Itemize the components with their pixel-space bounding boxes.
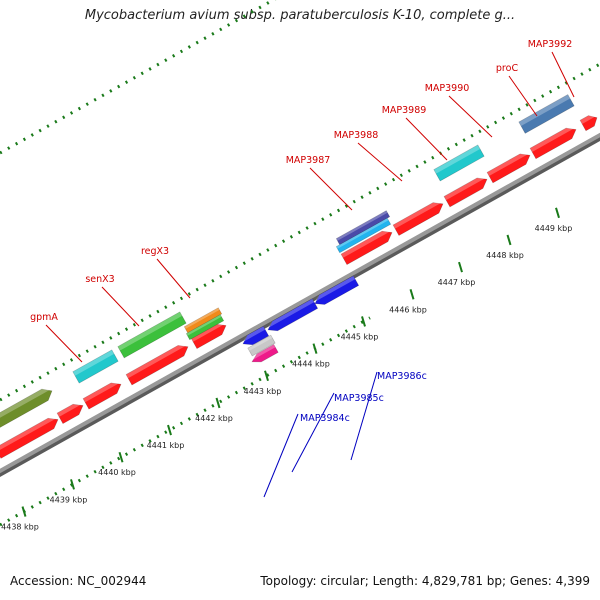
label-leader-line bbox=[263, 413, 299, 498]
accession-label: Accession: NC_002944 bbox=[10, 574, 147, 588]
scale-tick-mark bbox=[361, 316, 366, 327]
gene-map3987-lower bbox=[335, 217, 392, 254]
gene-map3984c-block bbox=[251, 344, 279, 363]
scale-tick-mark bbox=[312, 343, 318, 354]
gene-label-map3990: MAP3990 bbox=[425, 83, 470, 94]
gene-label-regx3: regX3 bbox=[141, 246, 169, 257]
cds-feature-10 bbox=[529, 127, 577, 160]
scale-tick-mark bbox=[70, 479, 75, 490]
label-leader-line bbox=[508, 75, 538, 117]
scale-tick-label: 4442 kbp bbox=[195, 414, 233, 423]
gene-extra-green bbox=[185, 314, 225, 341]
scale-ticks: 4438 kbp 4439 kbp 4440 kbp 4441 kbp 4442 kbp… bbox=[1, 207, 573, 532]
label-leader-line bbox=[405, 117, 448, 161]
label-leader-line bbox=[291, 392, 335, 473]
gene-labels: gpmA senX3 regX3 MAP3987 MAP3988 MAP3989 MAP39… bbox=[30, 39, 575, 498]
label-leader-line bbox=[551, 51, 575, 98]
feature-tracks bbox=[0, 94, 598, 459]
cds-feature-2 bbox=[56, 403, 84, 425]
scale-tick-mark bbox=[118, 451, 124, 463]
scale-tick-label: 4439 kbp bbox=[50, 495, 88, 504]
cds-feature-8 bbox=[443, 177, 488, 208]
gene-map3986c-1 bbox=[242, 325, 270, 346]
scale-tick-mark bbox=[458, 261, 463, 273]
gene-label-map3985c: MAP3985c bbox=[334, 393, 384, 404]
scale-tick-label: 4447 kbp bbox=[438, 278, 476, 287]
gene-map3985c-block bbox=[247, 334, 276, 357]
genome-info: Topology: circular; Length: 4,829,781 bp… bbox=[260, 574, 590, 588]
backbone-line bbox=[0, 132, 600, 474]
gene-extra-orange bbox=[183, 307, 223, 334]
scale-tick-label: 4446 kbp bbox=[389, 305, 427, 314]
gene-label-map3987: MAP3987 bbox=[286, 155, 331, 166]
gene-map3986c-2 bbox=[267, 298, 319, 332]
gene-label-map3984c: MAP3984c bbox=[300, 413, 350, 424]
scale-tick-label: 4438 kbp bbox=[1, 523, 39, 532]
cds-feature-7 bbox=[392, 202, 444, 236]
gene-senX3-block bbox=[72, 349, 119, 384]
gene-label-map3988: MAP3988 bbox=[334, 130, 379, 141]
scale-tick-mark bbox=[264, 370, 269, 382]
scale-tick-mark bbox=[167, 424, 172, 436]
label-leader-line bbox=[156, 258, 191, 299]
scale-tick-label: 4441 kbp bbox=[147, 441, 185, 450]
gene-gpmA-block bbox=[0, 388, 53, 429]
gene-label-senx3: senX3 bbox=[85, 274, 114, 285]
scale-tick-mark bbox=[21, 506, 27, 517]
gene-proC-block bbox=[518, 94, 575, 134]
dotted-track-2 bbox=[0, 0, 277, 155]
gene-map3987-upper bbox=[335, 210, 391, 246]
label-leader-line bbox=[350, 371, 378, 461]
cds-feature-4 bbox=[125, 345, 189, 386]
gene-map3986c-3 bbox=[314, 275, 360, 305]
gene-map3989-block bbox=[433, 144, 485, 182]
scale-tick-label: 4440 kbp bbox=[98, 468, 136, 477]
cds-feature-3 bbox=[82, 382, 122, 410]
label-leader-line bbox=[45, 324, 83, 363]
dotted-track-1 bbox=[0, 62, 600, 402]
scale-tick-label: 4449 kbp bbox=[535, 224, 573, 233]
gene-label-proc: proC bbox=[496, 63, 519, 74]
cds-feature-11 bbox=[579, 115, 598, 132]
map-title: Mycobacterium avium subsp. paratuberculo… bbox=[84, 8, 516, 23]
scale-tick-label: 4444 kbp bbox=[292, 360, 330, 369]
scale-tick-label: 4448 kbp bbox=[486, 251, 524, 260]
gene-label-map3986c: MAP3986c bbox=[377, 371, 427, 382]
label-leader-line bbox=[309, 167, 353, 211]
scale-tick-label: 4445 kbp bbox=[341, 332, 379, 341]
label-leader-line bbox=[357, 142, 403, 182]
gene-regX3-block bbox=[117, 311, 187, 359]
gene-label-gpma: gpmA bbox=[30, 312, 58, 323]
label-leader-line bbox=[101, 286, 140, 327]
gene-label-map3989: MAP3989 bbox=[382, 105, 427, 116]
scale-tick-mark bbox=[215, 397, 221, 409]
cds-feature-9 bbox=[486, 153, 531, 184]
scale-tick-mark bbox=[555, 207, 560, 219]
scale-tick-mark bbox=[506, 234, 512, 246]
label-leader-line bbox=[448, 95, 493, 138]
gene-label-map3992: MAP3992 bbox=[528, 39, 573, 50]
scale-tick-mark bbox=[409, 288, 415, 300]
cds-feature-6 bbox=[340, 230, 393, 266]
cds-feature-1 bbox=[0, 417, 59, 459]
genome-backbone bbox=[0, 132, 600, 478]
scale-tick-label: 4443 kbp bbox=[244, 387, 282, 396]
dotted-tracks bbox=[0, 0, 600, 527]
